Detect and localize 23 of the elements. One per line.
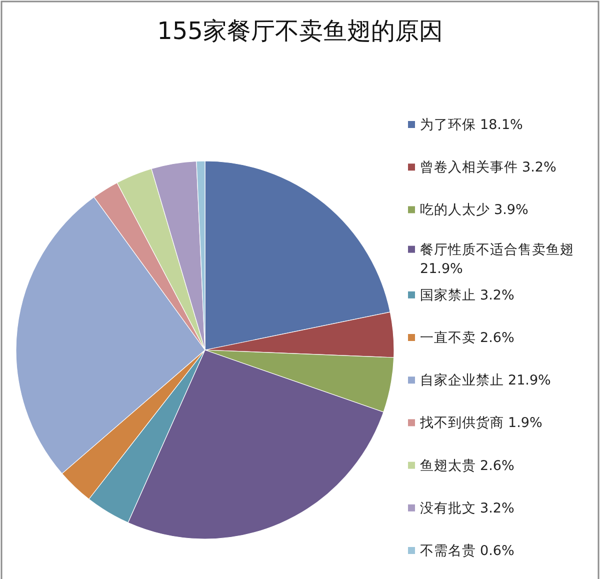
legend-label: 自家企业禁止 (420, 372, 504, 389)
chart-title: 155家餐厅不卖鱼翅的原因 (157, 17, 443, 45)
legend-label: 为了环保 (420, 117, 476, 133)
legend-label: 曾卷入相关事件 (420, 160, 518, 176)
data-label: 2.6% (480, 330, 514, 346)
legend-label: 一直不卖 (420, 330, 476, 346)
legend-label: 鱼翅太贵 (420, 458, 476, 474)
data-label: 3.2% (480, 287, 514, 304)
legend-label: 餐厅性质不适合售卖鱼翅 (420, 242, 574, 258)
legend-label: 找不到供货商 (419, 415, 504, 432)
legend-label: 不需名贵 (420, 543, 476, 559)
data-label: 2.6% (480, 458, 514, 474)
data-label: 3.9% (494, 202, 528, 218)
legend-label: 吃的人太少 (420, 202, 490, 218)
legend-label: 国家禁止 (420, 287, 476, 304)
legend-label: 没有批文 (420, 500, 476, 516)
data-label: 3.2% (480, 500, 514, 516)
data-label: 21.9% (420, 260, 464, 277)
data-label: 3.2% (522, 160, 556, 176)
data-label: 18.1% (480, 117, 524, 133)
data-label: 1.9% (508, 415, 542, 432)
data-label: 0.6% (480, 543, 514, 559)
data-label: 21.9% (508, 372, 552, 389)
